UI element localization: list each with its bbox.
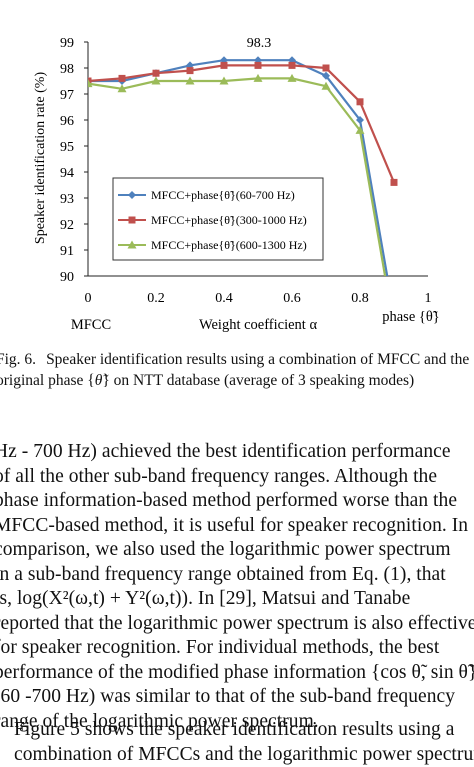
text-line: in a sub-band frequency range obtained f… bbox=[0, 563, 474, 588]
text-line: performance of the modified phase inform… bbox=[0, 661, 474, 686]
text-line: is, log(X²(ω,t) + Y²(ω,t)). In [29], Mat… bbox=[0, 587, 474, 612]
text-line: combination of MFCCs and the logarithmic… bbox=[0, 743, 474, 767]
text-line: (60 -700 Hz) was similar to that of the … bbox=[0, 685, 474, 710]
text-line: reported that the logarithmic power spec… bbox=[0, 612, 474, 637]
y-tick-label: 94 bbox=[60, 166, 74, 181]
y-tick-label: 93 bbox=[60, 192, 74, 207]
y-tick-label: 97 bbox=[60, 88, 74, 103]
text-line: Hz - 700 Hz) achieved the best identific… bbox=[0, 440, 474, 465]
data-point bbox=[357, 98, 364, 105]
y-tick-label: 95 bbox=[60, 140, 74, 155]
caption-line-2-prefix: original phase { bbox=[0, 372, 95, 389]
series-2-line bbox=[88, 65, 394, 182]
data-point bbox=[119, 75, 126, 82]
y-tick-label: 92 bbox=[60, 218, 74, 233]
text-line: comparison, we also used the logarithmic… bbox=[0, 538, 474, 563]
figure-label: Fig. 6. bbox=[0, 351, 36, 368]
data-point bbox=[221, 62, 228, 69]
chart-legend: MFCC+phase{θ̃}(60-700 Hz) MFCC+phase{θ̃}(… bbox=[113, 178, 323, 260]
x-tick-label: 0.6 bbox=[283, 291, 301, 306]
x-tick-label: 0.8 bbox=[351, 291, 369, 306]
x-tick-label: 0.2 bbox=[147, 291, 165, 306]
text-line: MFCC-based method, it is useful for spea… bbox=[0, 514, 474, 539]
legend-entry: MFCC+phase{θ̃}(600-1300 Hz) bbox=[151, 238, 307, 252]
legend-entry: MFCC+phase{θ̃}(60-700 Hz) bbox=[151, 188, 295, 202]
y-tick-label: 91 bbox=[60, 244, 74, 259]
data-point bbox=[153, 70, 160, 77]
text-line: Figure 5 shows the speaker identificatio… bbox=[0, 718, 474, 743]
peak-annotation: 98.3 bbox=[247, 36, 272, 51]
x-axis-label: Weight coefficient α bbox=[199, 317, 317, 333]
data-point bbox=[289, 62, 296, 69]
x-tick-label: 0 bbox=[85, 291, 92, 306]
x-tick-label: 1 bbox=[425, 291, 432, 306]
data-point bbox=[391, 179, 398, 186]
text-line: for speaker recognition. For individual … bbox=[0, 636, 474, 661]
y-tick-label: 90 bbox=[60, 270, 74, 285]
body-paragraph-1: Hz - 700 Hz) achieved the best identific… bbox=[0, 440, 474, 734]
x-axis-phase-label: phase {θ̃} bbox=[382, 309, 440, 325]
x-axis-ticks: 0 0.2 0.4 0.6 0.8 1 bbox=[85, 291, 432, 306]
y-axis-label: Speaker identification rate (%) bbox=[33, 72, 48, 245]
x-tick-label: 0.4 bbox=[215, 291, 233, 306]
text-line: of all the other sub-band frequency rang… bbox=[0, 465, 474, 490]
line-chart: 90 91 92 93 94 95 96 97 98 99 0 0.2 0.4 0.6 0.8 1 98.3… bbox=[0, 0, 474, 345]
y-tick-label: 98 bbox=[60, 62, 74, 77]
caption-line-1: Speaker identification results using a c… bbox=[46, 351, 469, 368]
y-tick-label: 99 bbox=[60, 36, 74, 51]
caption-line-2-suffix: } on NTT database (average of 3 speaking… bbox=[102, 372, 414, 389]
data-point bbox=[187, 67, 194, 74]
x-axis-mfcc-label: MFCC bbox=[71, 317, 111, 333]
legend-swatch-marker bbox=[129, 217, 136, 224]
y-axis-ticks: 90 91 92 93 94 95 96 97 98 99 bbox=[60, 36, 88, 285]
figure-caption: Fig. 6. Speaker identification results us… bbox=[0, 349, 474, 391]
data-point bbox=[255, 62, 262, 69]
body-paragraph-2: Figure 5 shows the speaker identificatio… bbox=[0, 718, 474, 767]
data-point bbox=[323, 65, 330, 72]
y-tick-label: 96 bbox=[60, 114, 74, 129]
legend-entry: MFCC+phase{θ̃}(300-1000 Hz) bbox=[151, 213, 307, 227]
text-line: phase information-based method performed… bbox=[0, 489, 474, 514]
